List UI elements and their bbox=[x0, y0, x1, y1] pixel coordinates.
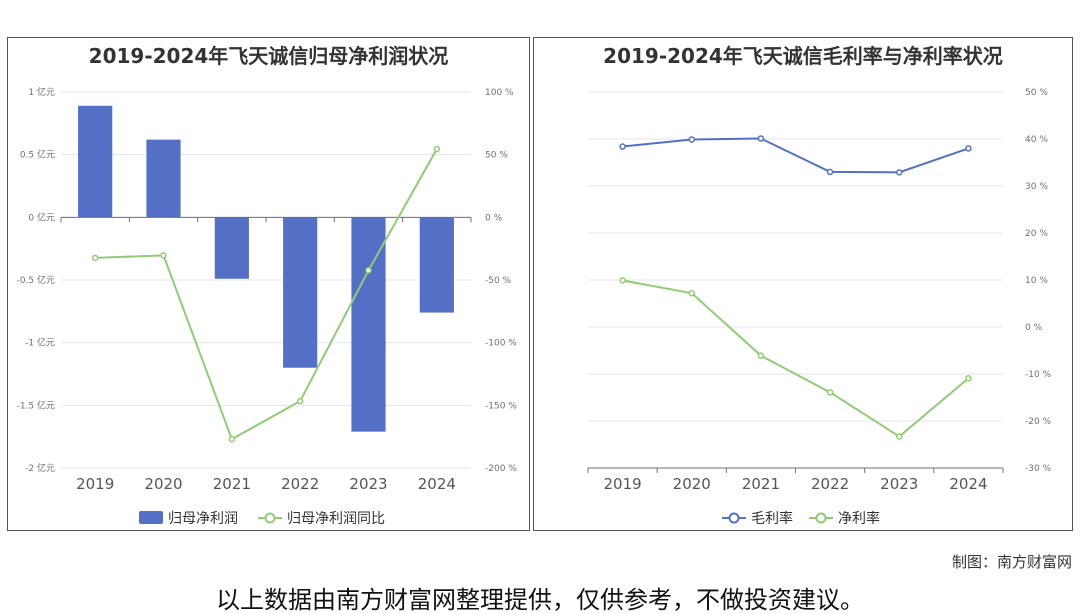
right-tick-label: 0 % bbox=[1025, 323, 1043, 333]
x-tick-label: 2022 bbox=[281, 475, 319, 493]
left-tick-label: 1 亿元 bbox=[28, 86, 55, 98]
series-point-1 bbox=[965, 374, 972, 382]
legend-item-line-label[interactable]: 归母净利润同比 bbox=[287, 510, 385, 527]
net-profit-chart-panel: 2019-2024年飞天诚信归母净利润状况 1 亿元 0.5 亿元 0 亿元 -0.5… bbox=[7, 37, 530, 531]
right-tick-label: 50 % bbox=[485, 151, 508, 161]
right-tick-label: -100 % bbox=[485, 339, 517, 349]
left-tick-label: -1.5 亿元 bbox=[17, 399, 55, 411]
left-tick-label: 0 亿元 bbox=[28, 211, 55, 223]
series-point-1 bbox=[688, 289, 695, 297]
right-tick-label: 20 % bbox=[1025, 229, 1048, 239]
x-tick-label: 2024 bbox=[949, 475, 987, 493]
bar-2024 bbox=[419, 217, 454, 313]
bar-2022 bbox=[283, 217, 318, 368]
series-point-1 bbox=[826, 389, 834, 396]
right-tick-label: -20 % bbox=[1025, 417, 1052, 427]
x-tick-label: 2023 bbox=[349, 475, 387, 493]
series-point-0 bbox=[965, 145, 972, 152]
legend-item-line-marker[interactable] bbox=[264, 512, 276, 524]
x-tick-label: 2019 bbox=[603, 475, 641, 493]
series-point-0 bbox=[688, 136, 695, 143]
left-tick-label: 0.5 亿元 bbox=[20, 149, 55, 161]
series-point-0 bbox=[896, 169, 903, 176]
legend-item-label-1[interactable]: 净利率 bbox=[838, 510, 880, 527]
yoy-point bbox=[365, 267, 372, 274]
left-tick-label: -2 亿元 bbox=[25, 462, 55, 474]
right-tick-label: 40 % bbox=[1025, 135, 1048, 145]
left-tick-label: -1 亿元 bbox=[25, 337, 55, 349]
bar-2023 bbox=[351, 217, 386, 432]
series-point-1 bbox=[896, 433, 903, 440]
right-tick-label: 100 % bbox=[485, 88, 514, 98]
yoy-point bbox=[91, 254, 99, 262]
legend-item-bar-label[interactable]: 归母净利润 bbox=[168, 510, 238, 527]
x-tick-label: 2021 bbox=[742, 475, 780, 493]
series-point-0 bbox=[757, 135, 765, 142]
x-tick-label: 2023 bbox=[880, 475, 918, 493]
x-tick-label: 2022 bbox=[811, 475, 849, 493]
right-tick-label: -150 % bbox=[485, 401, 517, 411]
series-point-1 bbox=[757, 352, 765, 359]
series-point-0 bbox=[826, 168, 834, 176]
x-tick-label: 2024 bbox=[418, 475, 456, 493]
yoy-point bbox=[228, 435, 236, 443]
series-point-0 bbox=[619, 143, 626, 150]
legend-item-label-0[interactable]: 毛利率 bbox=[751, 510, 793, 527]
right-tick-label: 0 % bbox=[485, 213, 503, 223]
right-tick-label: 30 % bbox=[1025, 182, 1048, 192]
right-tick-label: 10 % bbox=[1025, 276, 1048, 286]
disclaimer: 以上数据由南方财富网整理提供，仅供参考，不做投资建议。 bbox=[216, 586, 864, 614]
right-tick-label: 50 % bbox=[1025, 88, 1048, 98]
legend-item-marker-1[interactable] bbox=[815, 512, 827, 524]
net-profit-chart: 1 亿元 0.5 亿元 0 亿元 -0.5 亿元 -1 亿元 -1.5 亿元 -2 亿元 10… bbox=[17, 86, 518, 527]
x-tick-label: 2020 bbox=[144, 475, 182, 493]
right-tick-label: -10 % bbox=[1025, 370, 1052, 380]
bar-2021 bbox=[214, 217, 249, 279]
x-tick-label: 2019 bbox=[76, 475, 114, 493]
yoy-point bbox=[296, 397, 304, 405]
left-tick-label: -0.5 亿元 bbox=[17, 274, 55, 286]
legend-item-bar-swatch[interactable] bbox=[139, 511, 163, 524]
margin-chart-panel: 2019-2024年飞天诚信毛利率与净利率状况 50 % 40 % 30 % 20 %… bbox=[533, 37, 1073, 531]
x-tick-label: 2021 bbox=[213, 475, 251, 493]
yoy-point bbox=[160, 252, 167, 259]
right-tick-label: -50 % bbox=[485, 276, 512, 286]
margin-chart: 50 % 40 % 30 % 20 % 10 % 0 % -10 % -20 % -30 % 20… bbox=[587, 88, 1052, 527]
x-tick-label: 2020 bbox=[673, 475, 711, 493]
series-line-1 bbox=[622, 279, 970, 438]
right-tick-label: -30 % bbox=[1025, 464, 1052, 474]
bar-2020 bbox=[146, 139, 181, 218]
series-point-1 bbox=[619, 277, 626, 284]
chart-credit: 制图：南方财富网 bbox=[951, 553, 1072, 571]
series-line-0 bbox=[622, 137, 969, 174]
bar-2019 bbox=[78, 105, 113, 218]
yoy-line bbox=[95, 148, 438, 441]
right-tick-label: -200 % bbox=[485, 464, 517, 474]
chart-title: 2019-2024年飞天诚信毛利率与净利率状况 bbox=[603, 44, 1003, 68]
yoy-point bbox=[433, 145, 441, 153]
chart-title: 2019-2024年飞天诚信归母净利润状况 bbox=[88, 44, 449, 68]
legend-item-marker-0[interactable] bbox=[728, 512, 740, 524]
